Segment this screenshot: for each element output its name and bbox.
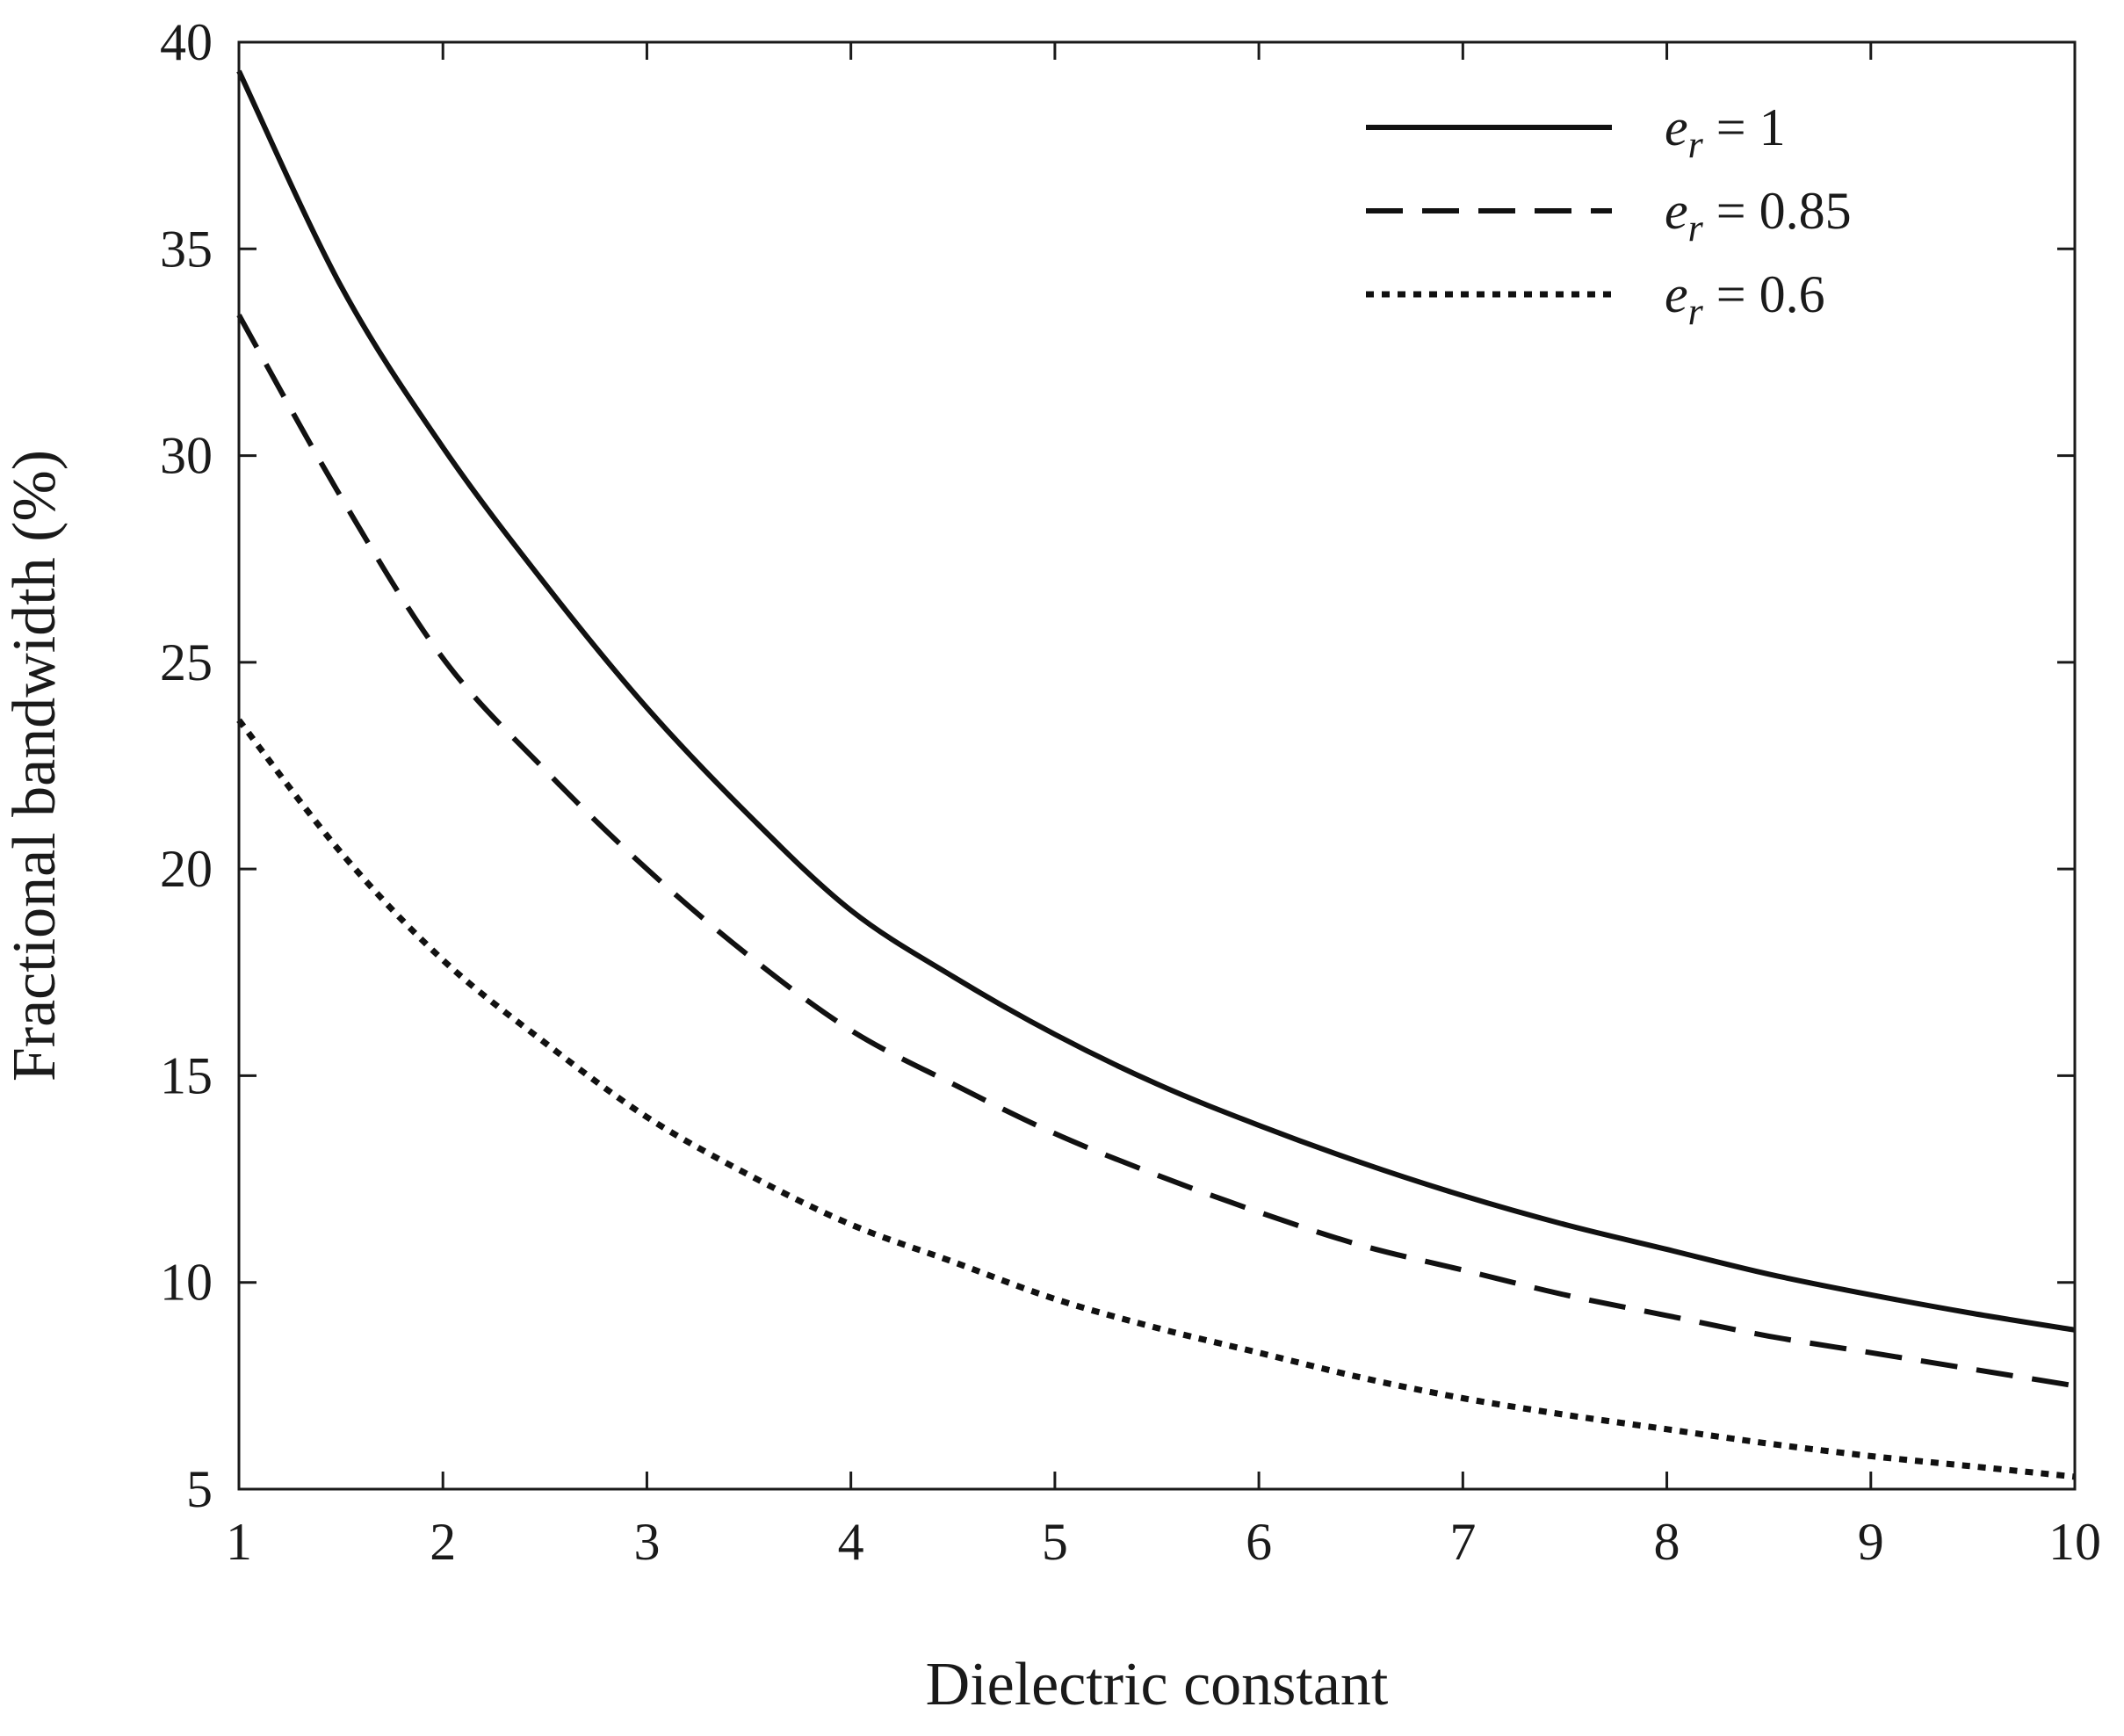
legend-var: e <box>1665 98 1688 156</box>
legend-label-2: er = 0.85 <box>1665 182 1852 250</box>
y-axis-label: Fractional bandwidth (%) <box>1 450 69 1081</box>
x-tick-label: 6 <box>1246 1513 1272 1571</box>
series-line-2 <box>236 314 2076 1389</box>
series-lines <box>236 69 2076 1480</box>
legend-subscript: r <box>1688 123 1704 166</box>
series-line-3 <box>236 718 2076 1480</box>
legend-value: = 0.85 <box>1703 182 1852 240</box>
x-tick-label: 9 <box>1858 1513 1884 1571</box>
y-tick-label: 10 <box>160 1254 213 1312</box>
legend-label-1: er = 1 <box>1665 98 1786 166</box>
axis-ticks <box>237 40 2077 1491</box>
x-tick-label: 10 <box>2048 1513 2101 1571</box>
legend-label-3: er = 0.6 <box>1665 265 1825 333</box>
legend-subscript: r <box>1688 206 1704 250</box>
x-tick-label: 7 <box>1449 1513 1476 1571</box>
y-tick-label: 25 <box>160 633 213 691</box>
y-tick-label: 20 <box>160 840 213 898</box>
y-tick-label: 5 <box>186 1460 213 1518</box>
x-tick-label: 1 <box>226 1513 252 1571</box>
legend-value: = 0.6 <box>1703 265 1825 323</box>
x-tick-label: 5 <box>1042 1513 1068 1571</box>
x-tick-label: 2 <box>430 1513 456 1571</box>
legend-var: e <box>1665 265 1688 323</box>
y-tick-labels: 5 10 15 20 25 30 35 40 <box>160 13 213 1518</box>
x-tick-label: 8 <box>1654 1513 1680 1571</box>
y-tick-label: 40 <box>160 13 213 71</box>
legend-value: = 1 <box>1703 98 1786 156</box>
x-tick-label: 3 <box>633 1513 660 1571</box>
y-tick-label: 35 <box>160 220 213 278</box>
plot-frame <box>237 40 2077 1491</box>
x-tick-label: 4 <box>838 1513 864 1571</box>
x-axis-label: Dielectric constant <box>926 1651 1389 1718</box>
series-line-1 <box>236 69 2076 1333</box>
y-tick-label: 15 <box>160 1046 213 1104</box>
y-tick-label: 30 <box>160 427 213 485</box>
legend-var: e <box>1665 182 1688 240</box>
x-tick-labels: 1 2 3 4 5 6 7 8 9 10 <box>226 1513 2101 1571</box>
legend-subscript: r <box>1688 290 1704 333</box>
